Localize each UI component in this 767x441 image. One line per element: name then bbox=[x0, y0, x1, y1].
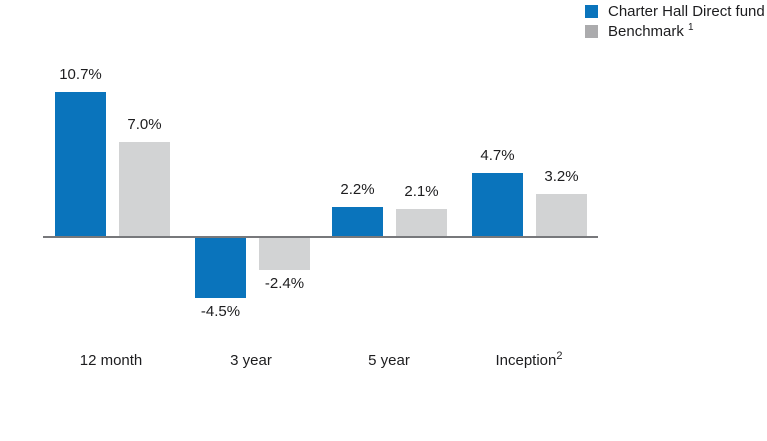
bar-benchmark-5-year bbox=[396, 209, 447, 237]
legend-item-benchmark: Benchmark 1 bbox=[585, 22, 765, 40]
bar-charter-hall-direct-fund-5-year bbox=[332, 207, 383, 237]
value-label-charter-hall-direct-fund-12-month: 10.7% bbox=[59, 66, 102, 83]
fund-legend-text: Charter Hall Direct fund bbox=[608, 3, 765, 20]
x-label-5-year: 5 year bbox=[368, 352, 410, 369]
fund-legend-label: Charter Hall Direct fund bbox=[608, 4, 765, 19]
benchmark-legend-text: Benchmark bbox=[608, 23, 684, 40]
value-label-benchmark-inception: 3.2% bbox=[544, 168, 579, 185]
x-label-12-month: 12 month bbox=[79, 352, 143, 369]
chart-legend: Charter Hall Direct fund Benchmark 1 bbox=[585, 4, 765, 44]
bar-benchmark-12-month bbox=[119, 142, 170, 237]
x-label-inception: Inception2 bbox=[495, 350, 563, 370]
value-label-benchmark-12-month: 7.0% bbox=[127, 116, 162, 133]
value-label-charter-hall-direct-fund-inception: 4.7% bbox=[480, 147, 515, 164]
benchmark-legend-label: Benchmark 1 bbox=[608, 22, 694, 40]
value-label-charter-hall-direct-fund-3-year: -4.5% bbox=[200, 303, 241, 320]
value-label-charter-hall-direct-fund-5-year: 2.2% bbox=[340, 181, 375, 198]
x-axis-line bbox=[43, 236, 598, 238]
benchmark-legend-sup: 1 bbox=[688, 22, 694, 33]
value-label-benchmark-3-year: -2.4% bbox=[264, 275, 305, 292]
fund-legend-swatch bbox=[585, 5, 598, 18]
benchmark-legend-swatch bbox=[585, 25, 598, 38]
legend-item-fund: Charter Hall Direct fund bbox=[585, 4, 765, 19]
value-label-benchmark-5-year: 2.1% bbox=[404, 183, 439, 200]
bar-benchmark-3-year bbox=[259, 237, 310, 270]
bar-charter-hall-direct-fund-12-month bbox=[55, 92, 106, 237]
bar-benchmark-inception bbox=[536, 194, 587, 237]
bar-charter-hall-direct-fund-3-year bbox=[195, 237, 246, 298]
bar-charter-hall-direct-fund-inception bbox=[472, 173, 523, 237]
x-label-3-year: 3 year bbox=[230, 352, 272, 369]
